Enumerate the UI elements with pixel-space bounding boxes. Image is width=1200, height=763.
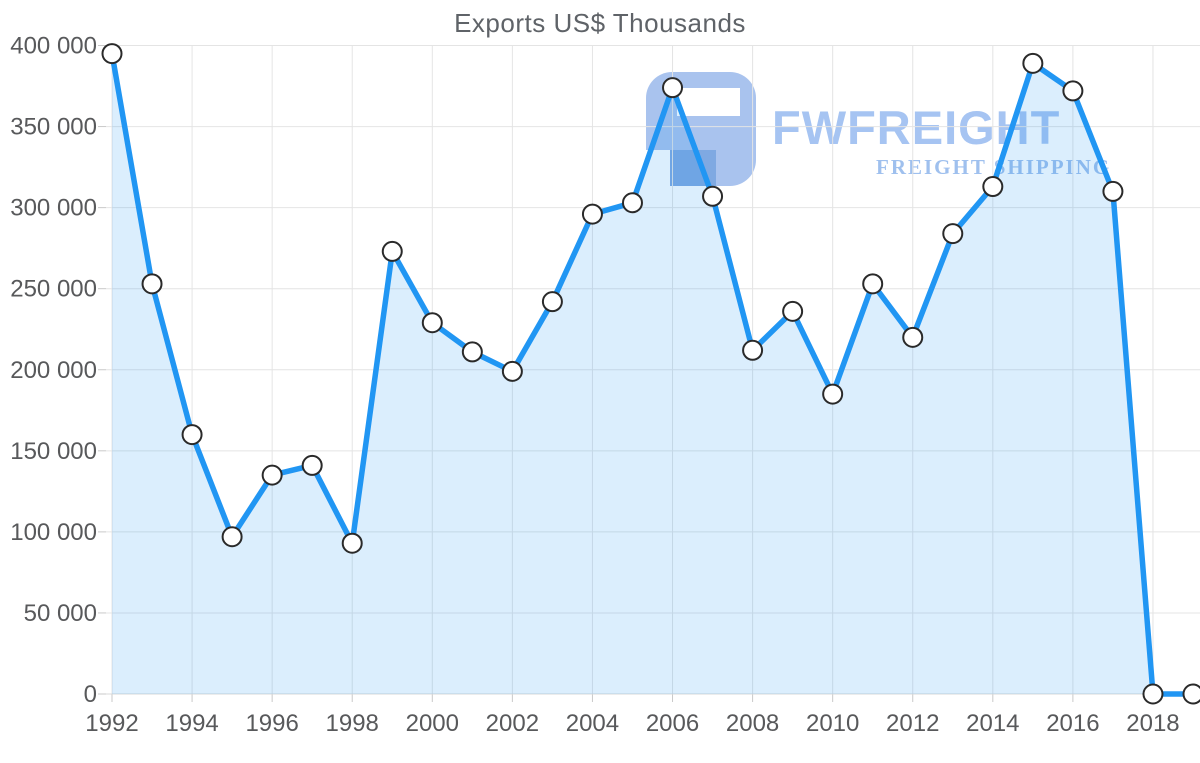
y-axis-label: 400 000 [10, 33, 97, 60]
y-axis-label: 100 000 [10, 519, 97, 546]
data-point-2018[interactable] [1142, 683, 1164, 705]
x-axis-label: 2000 [406, 710, 459, 737]
y-axis-label: 50 000 [24, 600, 97, 627]
data-point-2017[interactable] [1102, 180, 1124, 202]
x-axis-label: 1996 [245, 710, 298, 737]
y-axis-label: 200 000 [10, 357, 97, 384]
data-point-2004[interactable] [581, 203, 603, 225]
y-axis-label: 150 000 [10, 438, 97, 465]
x-axis-label: 2004 [566, 710, 619, 737]
chart-title: Exports US$ Thousands [454, 8, 746, 38]
data-point-2015[interactable] [1022, 52, 1044, 74]
x-axis-label: 1992 [85, 710, 138, 737]
data-point-1997[interactable] [301, 454, 323, 476]
x-axis-label: 2008 [726, 710, 779, 737]
data-point-2019[interactable] [1182, 683, 1200, 705]
series-markers [101, 43, 1200, 705]
x-axis-label: 2006 [646, 710, 699, 737]
data-point-2006[interactable] [662, 77, 684, 99]
data-point-2001[interactable] [461, 341, 483, 363]
data-point-2002[interactable] [501, 360, 523, 382]
brand-logo-notch-top [677, 88, 740, 116]
x-axis-label: 2018 [1126, 710, 1179, 737]
data-point-2010[interactable] [822, 383, 844, 405]
data-point-1995[interactable] [221, 526, 243, 548]
data-point-1993[interactable] [141, 273, 163, 295]
data-point-2011[interactable] [862, 273, 884, 295]
x-axis-label: 2010 [806, 710, 859, 737]
data-point-1999[interactable] [381, 240, 403, 262]
y-grid-and-labels: 0 50 000 100 000 150 000 200 000 250 000 300 0… [10, 33, 1200, 708]
x-axis-label: 1998 [326, 710, 379, 737]
x-axis-label: 2002 [486, 710, 539, 737]
y-axis-label: 0 [84, 681, 97, 708]
data-point-2014[interactable] [982, 176, 1004, 198]
y-axis-label: 300 000 [10, 195, 97, 222]
x-axis-label: 1994 [165, 710, 218, 737]
data-point-2003[interactable] [541, 291, 563, 313]
x-axis-label: 2012 [886, 710, 939, 737]
data-point-2008[interactable] [742, 339, 764, 361]
y-axis-label: 350 000 [10, 114, 97, 141]
data-point-1996[interactable] [261, 464, 283, 486]
data-point-2005[interactable] [621, 192, 643, 214]
data-point-2013[interactable] [942, 223, 964, 245]
x-axis-label: 2014 [966, 710, 1019, 737]
series-line [109, 50, 1196, 697]
series-area-fill [112, 53, 1193, 695]
data-point-1994[interactable] [181, 424, 203, 446]
data-point-1998[interactable] [341, 532, 363, 554]
x-axis-label: 2016 [1046, 710, 1099, 737]
data-point-2007[interactable] [702, 185, 724, 207]
data-point-1992[interactable] [101, 43, 123, 65]
data-point-2000[interactable] [421, 312, 443, 334]
data-point-2009[interactable] [782, 300, 804, 322]
data-point-2012[interactable] [902, 326, 924, 348]
y-axis-label: 250 000 [10, 276, 97, 303]
data-point-2016[interactable] [1062, 80, 1084, 102]
